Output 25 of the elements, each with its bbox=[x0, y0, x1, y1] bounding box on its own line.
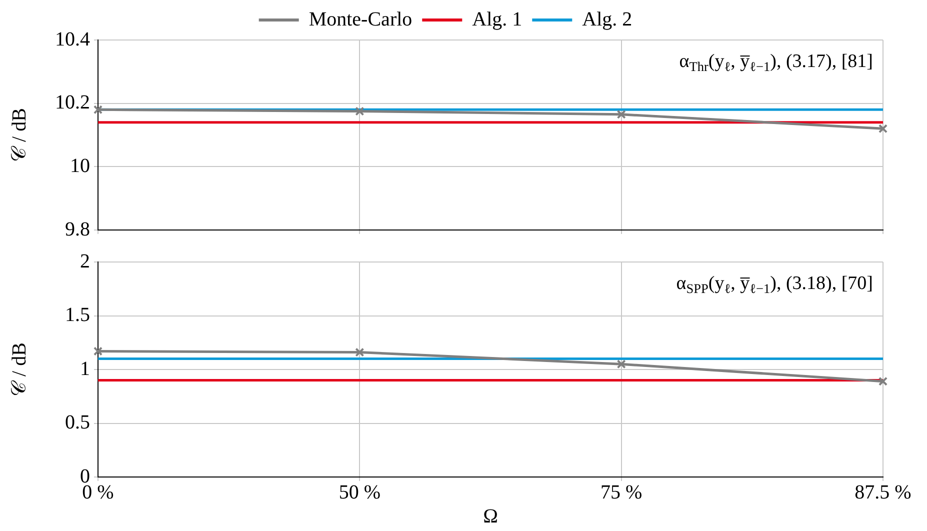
y-tick-label: 0.5 bbox=[65, 412, 90, 434]
y-axis-title: 𝒞 / dB bbox=[8, 108, 30, 162]
y-tick-label: 10.2 bbox=[55, 92, 90, 114]
point bbox=[93, 346, 103, 356]
point bbox=[616, 110, 626, 119]
x-tick-label: 75 % bbox=[600, 481, 642, 504]
point bbox=[355, 348, 364, 357]
x-tick-label: 50 % bbox=[338, 481, 381, 504]
y-tick-label: 9.8 bbox=[65, 218, 90, 240]
legend-label: Monte-Carlo bbox=[308, 8, 412, 30]
point bbox=[878, 124, 888, 134]
point bbox=[93, 105, 103, 114]
point bbox=[355, 106, 364, 116]
y-tick-label: 1.5 bbox=[65, 304, 90, 326]
y-tick-label: 2 bbox=[80, 250, 90, 272]
x-tick-label: 87.5 % bbox=[854, 481, 912, 504]
y-tick-label: 10 bbox=[70, 154, 90, 177]
x-axis-title: Ω bbox=[483, 505, 498, 528]
point bbox=[616, 360, 626, 369]
y-tick-label: 1 bbox=[80, 358, 90, 380]
point bbox=[878, 376, 888, 386]
y-tick-label: 10.4 bbox=[55, 28, 90, 50]
legend-label: Alg. 1 bbox=[472, 8, 522, 30]
legend-label: Alg. 2 bbox=[582, 8, 632, 30]
y-axis-title: 𝒞 / dB bbox=[8, 342, 30, 396]
